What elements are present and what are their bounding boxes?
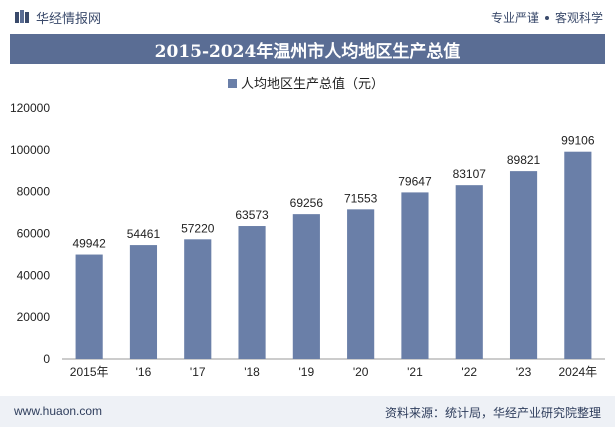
bars <box>75 151 592 359</box>
data-label: 57220 <box>181 221 215 235</box>
bar <box>238 226 266 359</box>
x-tick-label: '23 <box>516 365 532 379</box>
data-labels: 49942 54461 57220 63573 69256 71553 79647 83107… <box>72 134 594 251</box>
chart-title: 2015-2024年温州市人均地区生产总值 <box>10 34 605 64</box>
data-label: 89821 <box>507 153 541 167</box>
x-tick-label: '17 <box>190 365 206 379</box>
data-label: 54461 <box>127 227 161 241</box>
brand-name: 华经情报网 <box>36 11 102 27</box>
brand-logo-icon <box>15 10 29 23</box>
bar <box>75 254 103 359</box>
x-tick-label: '19 <box>299 365 315 379</box>
top-bar: 华经情报网 专业严谨 客观科学 <box>0 0 615 34</box>
tagline: 专业严谨 客观科学 <box>491 9 603 26</box>
x-tick-label: '16 <box>136 365 152 379</box>
data-label: 83107 <box>453 167 487 181</box>
data-label: 71553 <box>344 191 378 205</box>
x-axis: 2015年 '16 '17 '18 '19 '20 '21 '22 '23 2024年 <box>62 358 605 379</box>
x-tick-label: 2015年 <box>70 365 109 379</box>
data-label: 79647 <box>398 174 432 188</box>
data-label: 69256 <box>290 196 324 210</box>
x-tick-label: '22 <box>461 365 477 379</box>
bar <box>401 192 429 359</box>
y-tick-label: 120000 <box>10 101 50 115</box>
x-tick-label: '21 <box>407 365 423 379</box>
bar <box>347 209 375 359</box>
y-tick-label: 100000 <box>10 143 50 157</box>
bar <box>455 185 483 359</box>
x-tick-label: '20 <box>353 365 369 379</box>
data-label: 99106 <box>561 134 595 148</box>
brand: 华经情报网 <box>14 8 102 27</box>
y-tick-label: 20000 <box>17 310 51 324</box>
legend-label: 人均地区生产总值（元） <box>241 76 384 92</box>
bar <box>129 245 158 359</box>
separator-dot-icon <box>544 15 549 20</box>
tagline-left: 专业严谨 <box>490 11 539 25</box>
footer-source: 资料来源：统计局，华经产业研究院整理 <box>384 406 601 420</box>
bar <box>292 214 320 359</box>
y-tick-label: 60000 <box>17 227 51 241</box>
bar <box>184 239 212 359</box>
chart-legend: 人均地区生产总值（元） <box>228 76 384 92</box>
bar <box>564 151 592 359</box>
bar-chart: 人均地区生产总值（元） 0 20000 40000 60000 80000 100000 1… <box>10 76 605 379</box>
footer-website: www.huaon.com <box>14 404 103 418</box>
data-label: 63573 <box>235 208 269 222</box>
tagline-right: 客观科学 <box>554 11 603 25</box>
data-label: 49942 <box>72 237 106 251</box>
footer: www.huaon.com 资料来源：统计局，华经产业研究院整理 <box>0 396 615 427</box>
x-tick-label: '18 <box>244 365 260 379</box>
x-tick-label: 2024年 <box>558 365 597 379</box>
y-tick-label: 0 <box>43 352 50 366</box>
y-tick-label: 40000 <box>17 268 51 282</box>
bar <box>509 171 538 359</box>
y-axis: 0 20000 40000 60000 80000 100000 120000 <box>10 101 50 366</box>
legend-swatch <box>228 79 237 88</box>
y-tick-label: 80000 <box>17 185 51 199</box>
